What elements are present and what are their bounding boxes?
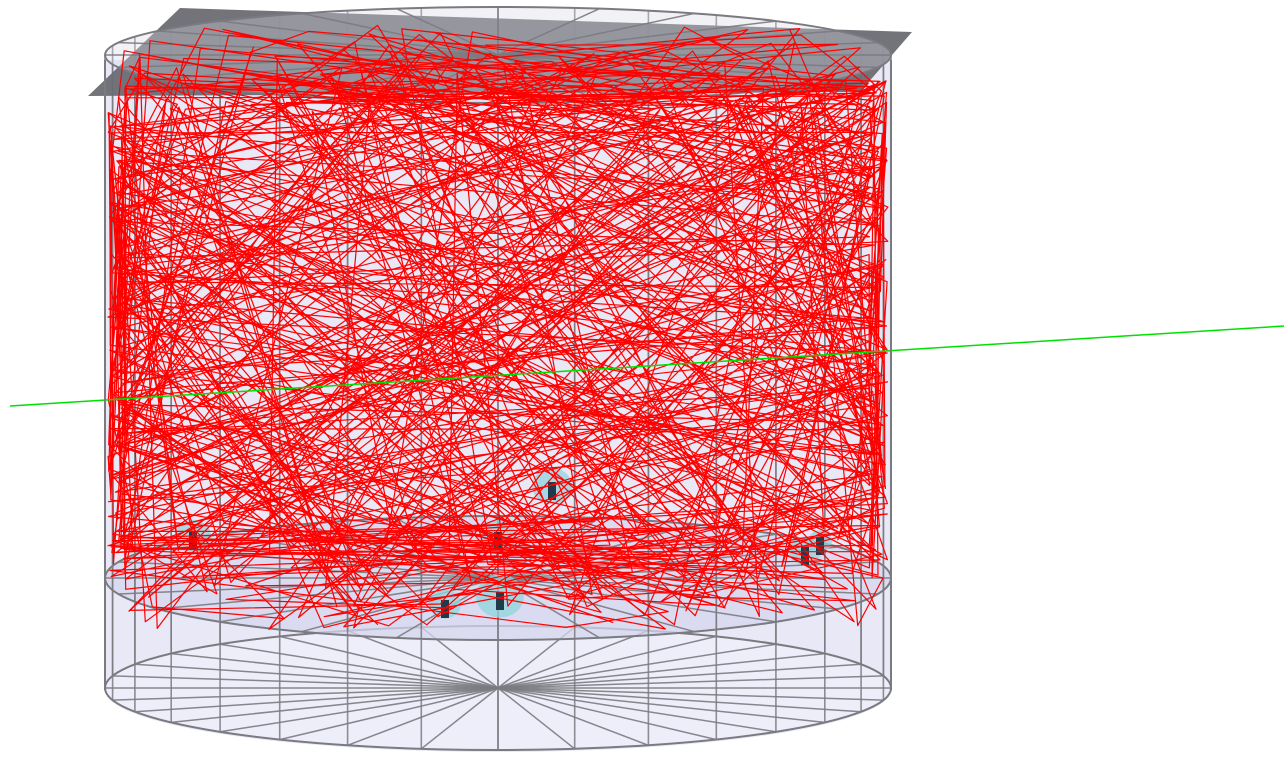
top-spoke bbox=[220, 20, 499, 56]
bottom-spoke bbox=[112, 687, 499, 701]
pmt-base bbox=[548, 482, 556, 500]
bottom-cap-spokes bbox=[105, 626, 891, 750]
bottom-spoke bbox=[497, 687, 717, 741]
bottom-spoke bbox=[347, 629, 499, 689]
pmt-icon bbox=[476, 574, 524, 618]
beam-axis-line bbox=[9, 325, 1284, 407]
particle-track bbox=[109, 28, 888, 630]
top-spoke bbox=[301, 12, 499, 56]
bottom-spoke bbox=[134, 663, 499, 689]
bottom-spoke bbox=[497, 635, 717, 689]
bottom-spoke bbox=[497, 687, 576, 750]
bottom-spoke bbox=[171, 687, 499, 724]
bottom-spoke bbox=[497, 687, 862, 713]
pmt-disc-spoke bbox=[497, 561, 878, 579]
bottom-spoke bbox=[112, 675, 499, 689]
particle-track bbox=[108, 27, 884, 627]
top-spoke bbox=[497, 20, 776, 56]
bottom-spoke bbox=[497, 687, 649, 747]
pmt-disc-spoke bbox=[497, 577, 839, 610]
bottom-spoke bbox=[497, 687, 825, 724]
particle-track bbox=[108, 33, 888, 606]
bottom-spoke bbox=[420, 687, 499, 750]
pmt-disc-spoke bbox=[497, 577, 777, 623]
bottom-spoke bbox=[497, 643, 777, 689]
particle-track bbox=[107, 29, 886, 629]
bottom-spoke bbox=[279, 687, 499, 741]
bottom-spoke bbox=[279, 635, 499, 689]
pmt-disc-spoke bbox=[118, 561, 499, 579]
pmt-disc-spoke bbox=[219, 577, 499, 623]
bottom-spoke bbox=[497, 687, 777, 733]
pmt-base bbox=[496, 592, 504, 610]
particle-tracks bbox=[107, 24, 889, 631]
bottom-spoke bbox=[497, 687, 884, 701]
particle-track bbox=[107, 33, 887, 620]
particle-track bbox=[107, 29, 889, 623]
bottom-spoke bbox=[497, 663, 862, 689]
bottom-spoke bbox=[347, 687, 499, 747]
bottom-spoke bbox=[219, 687, 499, 733]
bottom-spoke bbox=[497, 675, 884, 689]
top-spoke bbox=[497, 12, 695, 56]
top-spoke bbox=[497, 7, 601, 56]
bottom-spoke bbox=[219, 643, 499, 689]
bottom-spoke bbox=[497, 652, 825, 689]
particle-track bbox=[109, 28, 887, 629]
bottom-spoke bbox=[497, 629, 649, 689]
particle-track bbox=[110, 24, 885, 631]
bottom-spoke bbox=[171, 652, 499, 689]
top-spoke bbox=[497, 30, 839, 56]
bottom-spoke bbox=[134, 687, 499, 713]
